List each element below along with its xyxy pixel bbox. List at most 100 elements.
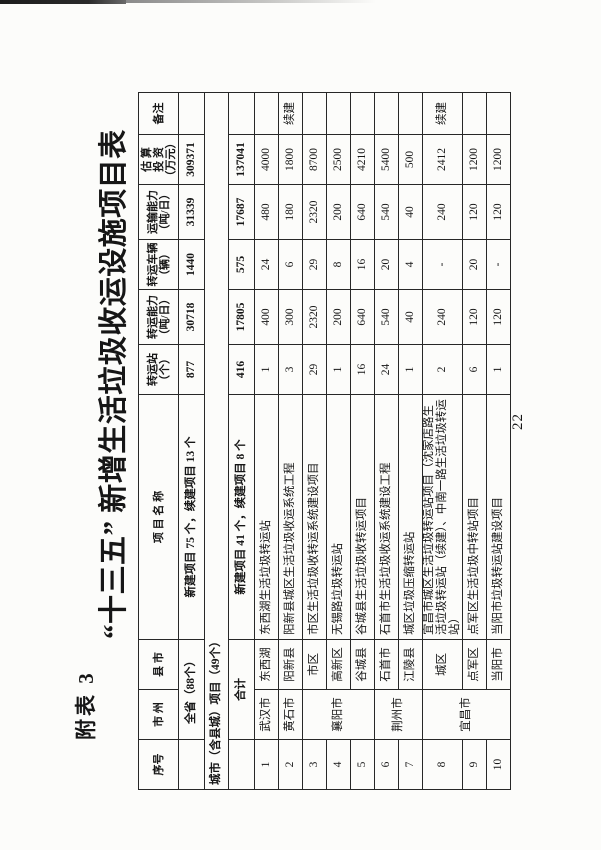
table-cell: 400 <box>254 289 279 345</box>
table-cell: 1800 <box>278 134 303 185</box>
table-cell: 180 <box>278 184 303 240</box>
table-row: 1 武汉市 东西湖 东西湖生活垃圾转运站 1 400 24 480 4000 <box>254 92 279 790</box>
column-header: 转运能力 （吨/日） <box>138 289 179 345</box>
table-row: 3 襄阳市 市区 市区生活垃圾收转运系统建设项目 29 2320 29 2320 8700 <box>302 92 375 790</box>
table-cell: 全省（88个） <box>178 639 205 740</box>
table-cell: 240 <box>422 184 463 240</box>
table-row: 4 高新区 无锡路垃圾转运站 1 200 8 200 2500 <box>326 92 351 790</box>
table-cell: 2 <box>278 739 303 790</box>
table-cell: 16 <box>350 344 375 395</box>
table-cell: 5400 <box>374 134 399 185</box>
table-cell: 1 <box>254 344 279 395</box>
table-cell <box>486 92 511 135</box>
table-cell: 宜昌市 <box>422 689 511 740</box>
table-cell: 武汉市 <box>254 689 279 740</box>
table-cell: 200 <box>326 289 351 345</box>
table-header: 序号市 州县 市项 目 名 称转运站 （个） 转运能力 （吨/日） 转运车辆 （辆） 运输能… <box>138 92 179 790</box>
scan-edge-artifact-fade <box>126 0 376 3</box>
table-row: 合计 新建项目 41 个，续建项目 8 个 416 17805 575 17687 1370… <box>228 92 255 790</box>
table-cell <box>302 92 327 135</box>
table-cell: 当阳市 <box>486 639 511 690</box>
table-cell: 6 <box>462 344 487 395</box>
table-cell: 200 <box>326 184 351 240</box>
column-header: 备注 <box>138 92 179 135</box>
column-header: 项 目 名 称 <box>138 394 179 640</box>
appendix-label: 附表 3 <box>74 670 98 740</box>
table-cell: 20 <box>462 239 487 290</box>
page-title: “十三五” 新增生活垃圾收运设施项目表 <box>98 129 130 639</box>
table-cell: 29 <box>302 239 327 290</box>
table-cell <box>254 92 279 135</box>
table-cell: 阳新县 <box>278 639 303 690</box>
table-cell <box>398 92 423 135</box>
table-cell: 3 <box>278 344 303 395</box>
table-cell <box>228 739 255 790</box>
table-cell: 540 <box>374 289 399 345</box>
column-header: 转运车辆 （辆） <box>138 239 179 290</box>
table-cell: 2320 <box>302 184 327 240</box>
table-cell: 6 <box>278 239 303 290</box>
table-cell: 新建项目 41 个，续建项目 8 个 <box>228 394 255 640</box>
column-header: 市 州 <box>138 689 179 740</box>
table-row: 7 江陵县 城区垃圾压缩转运站 1 40 4 40 500 <box>398 92 423 790</box>
table-cell: 16 <box>350 239 375 290</box>
table-row: 10 当阳市 当阳市垃圾转运站建设项目 1 120-120 1200 <box>486 92 511 790</box>
table-cell: 137041 <box>228 134 255 185</box>
table-row: 2 黄石市 阳新县 阳新县城区生活垃圾收运系统工程 3 300 6 180 1800 续建 <box>278 92 303 790</box>
table-cell: 9 <box>462 739 487 790</box>
table-cell: 877 <box>178 344 205 395</box>
column-header: 序号 <box>138 739 179 790</box>
table-row: 城市（含县城）项目（49个） <box>204 92 229 790</box>
table-cell: 4000 <box>254 134 279 185</box>
table-cell: 合计 <box>228 639 255 740</box>
page-number: 22 <box>510 413 526 430</box>
table-cell: 416 <box>228 344 255 395</box>
column-header: 县 市 <box>138 639 179 690</box>
table-cell <box>462 92 487 135</box>
table-cell: 石首市生活垃圾收运系统建设工程 <box>374 394 399 640</box>
table-cell: 6 <box>374 739 399 790</box>
table-cell: 江陵县 <box>398 639 423 690</box>
table-cell: 石首市 <box>374 639 399 690</box>
table-cell: 城市（含县城）项目（49个） <box>204 92 229 790</box>
table-cell: 点军区生活垃圾中转站项目 <box>462 394 487 640</box>
table-cell: 黄石市 <box>278 689 303 740</box>
table-cell: 2320 <box>302 289 327 345</box>
table-cell <box>178 739 205 790</box>
table-cell: 续建 <box>422 92 463 135</box>
table-cell: 2412 <box>422 134 463 185</box>
table-cell: 宜昌市城区生活垃圾转运站项目（沈家店路生活垃圾转运站（续建）、中南一路生活垃圾转… <box>422 394 463 640</box>
table-cell: 襄阳市 <box>302 689 375 740</box>
table-cell: 4210 <box>350 134 375 185</box>
table-cell: 30718 <box>178 289 205 345</box>
table-cell: 120 <box>462 289 487 345</box>
table-cell: 17687 <box>228 184 255 240</box>
table-cell: 市区 <box>302 639 327 690</box>
table-cell: 东西湖 <box>254 639 279 690</box>
table-cell: 1 <box>486 344 511 395</box>
table-cell <box>178 92 205 135</box>
table-cell: 300 <box>278 289 303 345</box>
table-cell: - <box>422 239 463 290</box>
table-cell: 1 <box>398 344 423 395</box>
table-row: 全省（88个） 新建项目 75 个，续建项目 13 个 877 30718 1440 31… <box>178 92 205 790</box>
waste-facility-project-table: 序号市 州县 市项 目 名 称转运站 （个） 转运能力 （吨/日） 转运车辆 （辆） 运输能… <box>138 92 511 790</box>
table-cell: 240 <box>422 289 463 345</box>
table-cell: 1200 <box>486 134 511 185</box>
table-cell: 高新区 <box>326 639 351 690</box>
table-cell: 新建项目 75 个，续建项目 13 个 <box>178 394 205 640</box>
table-cell: 5 <box>350 739 375 790</box>
table-cell: 当阳市垃圾转运站建设项目 <box>486 394 511 640</box>
table-row: 9 点军区 点军区生活垃圾中转站项目 6 120 20 120 1200 <box>462 92 487 790</box>
table-cell: 20 <box>374 239 399 290</box>
table-cell: - <box>486 239 511 290</box>
table-cell: 市区生活垃圾收转运系统建设项目 <box>302 394 327 640</box>
table-cell: 31339 <box>178 184 205 240</box>
table-cell: 东西湖生活垃圾转运站 <box>254 394 279 640</box>
table-cell: 1440 <box>178 239 205 290</box>
table-cell: 点军区 <box>462 639 487 690</box>
table-cell: 2 <box>422 344 463 395</box>
column-header: 估 算投 资（万元） <box>138 134 179 185</box>
